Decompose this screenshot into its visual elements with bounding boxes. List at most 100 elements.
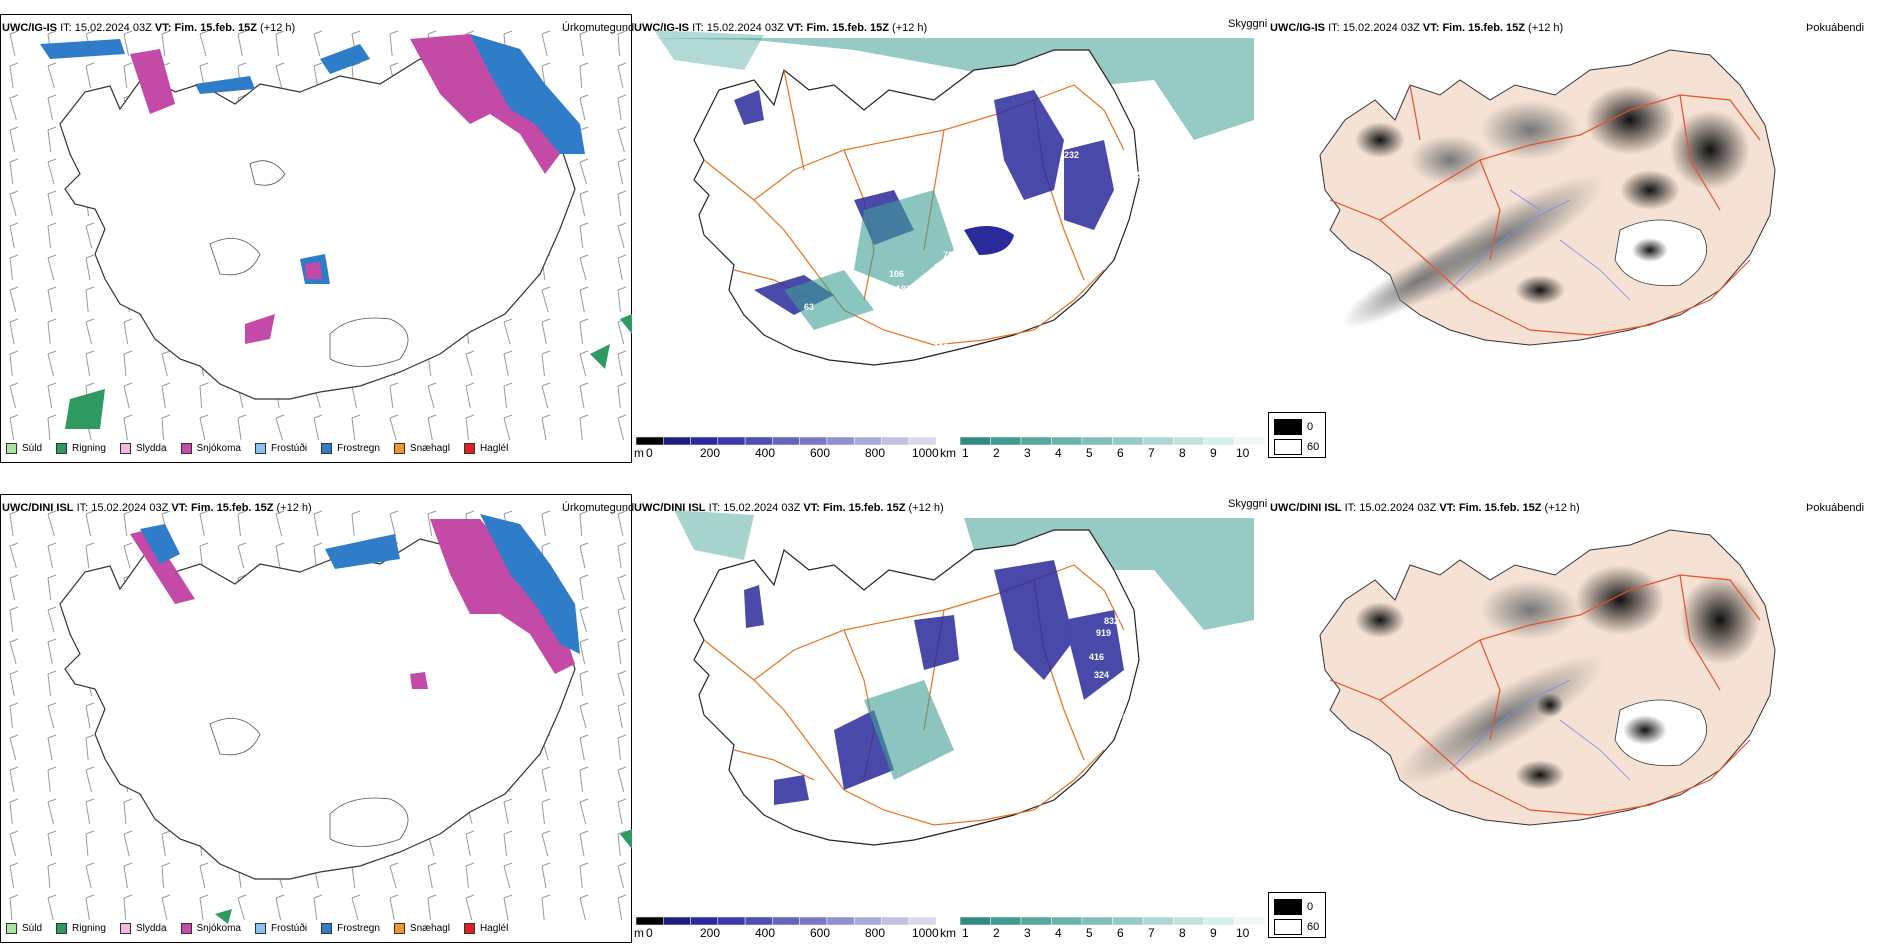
legend-item-hagl: Haglél: [463, 443, 508, 454]
cloud-base-labels: 644 526 937 232 186 152 131 117 176 422 76 208 106 18…: [784, 94, 1172, 352]
cloud-base-label: 187: [896, 284, 911, 294]
wind-barb: [123, 862, 133, 889]
legend-item-frostregn: Frostregn: [321, 923, 380, 934]
colorbar-cell: [1234, 436, 1266, 446]
wind-barb: [123, 382, 133, 409]
wind-barb: [389, 862, 399, 889]
wind-barb: [541, 798, 551, 825]
legend-item-hagl: Haglél: [463, 923, 508, 934]
wind-barb: [47, 734, 57, 761]
wind-barb: [579, 798, 589, 825]
legend-item-rigning: Rigning: [56, 443, 106, 454]
colorbar-cell: [690, 916, 719, 926]
cloud-base-label: 186: [1139, 134, 1154, 144]
legend-swatch: [393, 443, 405, 454]
vis-title: Skyggni: [1228, 18, 1268, 30]
legend-swatch: [6, 923, 17, 934]
cloud-base-label: 118: [934, 342, 949, 352]
colorbar-cell: [1051, 916, 1083, 926]
colorbar-cell: [959, 436, 991, 446]
wind-barb: [161, 894, 171, 921]
wind-barb: [85, 830, 95, 857]
legend-item-snaehagl: Snæhagl: [393, 443, 450, 454]
precip-area-freezing-rain-ne: [470, 34, 585, 154]
wind-barb: [579, 734, 589, 761]
wind-barb: [313, 414, 323, 441]
fog-title: Þokuábendi: [1806, 22, 1865, 34]
colorbar-cell: [690, 436, 719, 446]
precip-area-snow-ne: [410, 34, 560, 174]
wind-barb: [9, 414, 19, 441]
colorbar-cell: [1173, 436, 1205, 446]
legend-item-snjokoma: Snjókoma: [180, 923, 241, 934]
wind-barb: [617, 798, 627, 825]
precip-area-freezing-rain-ne: [480, 514, 580, 654]
wind-barb: [123, 350, 133, 377]
wind-barb: [9, 542, 19, 569]
wind-barb: [85, 318, 95, 345]
cloud-base-label: 644: [1058, 94, 1073, 104]
cloud-base-label: 70: [894, 890, 904, 900]
wind-barb: [47, 222, 57, 249]
wind-barb: [123, 62, 133, 89]
colorbar-cell: [1173, 916, 1205, 926]
colorbar-cell: [990, 916, 1022, 926]
wind-barb: [541, 414, 551, 441]
cloud-base-label: 192: [956, 722, 971, 732]
row-1: UWC/IG-IS IT: 15.02.2024 03Z VT: Fim. 15…: [0, 14, 1865, 463]
wind-barb: [617, 766, 627, 793]
wind-barb: [9, 126, 19, 153]
wind-barb: [313, 30, 323, 57]
wind-barb: [541, 30, 551, 57]
wind-barb: [9, 254, 19, 281]
cloud-base-label: 232: [1064, 150, 1079, 160]
cloud-base-colorbar: [635, 436, 937, 446]
wind-barb: [617, 574, 627, 601]
legend-swatch: [254, 443, 266, 454]
wind-barb: [237, 30, 247, 57]
wind-barb: [503, 894, 513, 921]
wind-barb: [47, 254, 57, 281]
colorbar-cell: [744, 916, 773, 926]
cloud-base-label: 176: [1157, 170, 1172, 180]
wind-barb: [161, 382, 171, 409]
wind-barb: [427, 510, 437, 537]
wind-barb: [47, 190, 57, 217]
visibility-colorbar: [959, 916, 1266, 926]
wind-barb: [541, 894, 551, 921]
wind-barb: [465, 350, 475, 377]
cloud-base-label: 937: [1071, 130, 1086, 140]
wind-barb: [85, 734, 95, 761]
wind-barb: [237, 414, 247, 441]
wind-barb: [47, 542, 57, 569]
wind-barb: [579, 62, 589, 89]
iceland-outline: [59, 58, 576, 400]
fog-header: UWC/IG-IS IT: 15.02.2024 03Z VT: Fim. 15…: [1270, 22, 1564, 34]
wind-barb: [617, 638, 627, 665]
colorbar-cell: [772, 916, 800, 926]
fog-map: [1319, 529, 1776, 826]
legend-swatch: [56, 443, 68, 454]
colorbar-cell: [853, 916, 882, 926]
wind-barb: [465, 862, 475, 889]
legend-item-sudl: Súld: [6, 443, 42, 454]
wind-barb: [85, 222, 95, 249]
cloud-base-label: 16: [810, 842, 820, 852]
wind-barb: [9, 702, 19, 729]
wind-barb: [161, 414, 171, 441]
wind-barb: [9, 158, 19, 185]
wind-barb: [9, 510, 19, 537]
fog-header: UWC/DINI ISL IT: 15.02.2024 03Z VT: Fim.…: [1270, 502, 1580, 514]
precip-legend: Súld Rigning Slydda Snjókoma Frostúði Fr…: [6, 443, 522, 454]
wind-barb: [275, 542, 285, 569]
legend-item-snjokoma: Snjókoma: [180, 443, 241, 454]
wind-barb: [579, 830, 589, 857]
wind-barb: [199, 510, 209, 537]
wind-barb: [617, 222, 627, 249]
cloud-base-label: 919: [1096, 628, 1111, 638]
wind-barb: [123, 542, 133, 569]
fog-legend-swatch-high: [1274, 899, 1302, 915]
wind-barb: [9, 318, 19, 345]
vis-bar-unit: km: [940, 446, 956, 460]
wind-barb: [47, 158, 57, 185]
